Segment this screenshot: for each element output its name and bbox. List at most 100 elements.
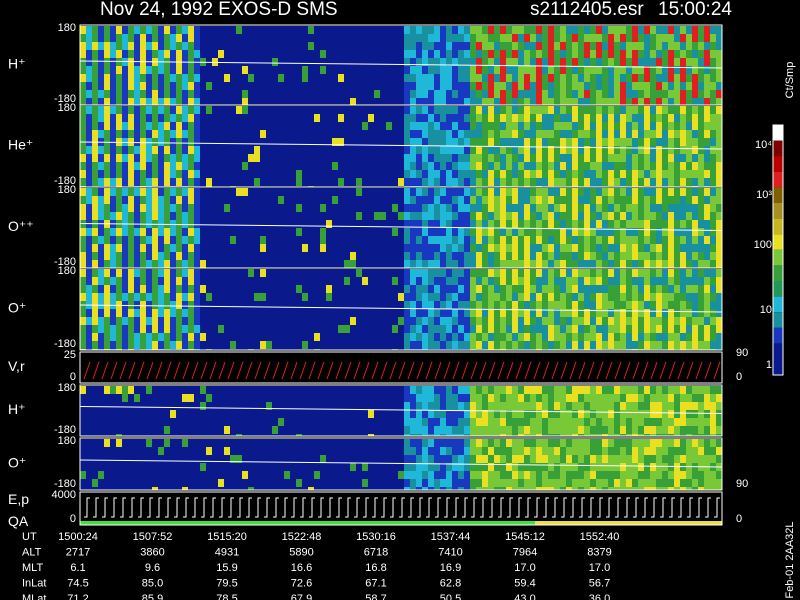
spectrogram-cell (296, 394, 302, 402)
spectrogram-cell (212, 146, 218, 154)
spectrogram-cell (572, 26, 578, 34)
spectrogram-cell (92, 244, 98, 252)
spectrogram-cell (422, 146, 428, 154)
spectrogram-cell (680, 341, 686, 349)
spectrogram-cell (494, 122, 500, 130)
spectrogram-cell (92, 333, 98, 341)
spectrogram-cell (230, 178, 236, 186)
spectrogram-cell (488, 309, 494, 317)
spectrogram-cell (338, 418, 344, 426)
spectrogram-cell (428, 82, 434, 90)
spectrogram-cell (650, 204, 656, 212)
spectrogram-cell (392, 434, 398, 436)
spectrogram-cell (146, 426, 152, 434)
spectrogram-cell (206, 138, 212, 146)
spectrogram-cell (332, 90, 338, 98)
spectrogram-cell (302, 106, 308, 114)
spectrogram-cell (218, 418, 224, 426)
spectrogram-cell (320, 426, 326, 434)
spectrogram-cell (542, 204, 548, 212)
spectrogram-cell (86, 325, 92, 333)
spectrogram-cell (458, 269, 464, 277)
spectrogram-cell (182, 162, 188, 170)
spectrogram-cell (86, 50, 92, 58)
spectrogram-cell (608, 74, 614, 82)
spectrogram-cell (98, 114, 104, 122)
spectrogram-cell (560, 98, 566, 105)
spectrogram-cell (446, 34, 452, 42)
spectrogram-cell (494, 90, 500, 98)
spectrogram-cell (128, 154, 134, 162)
spectrogram-cell (200, 309, 206, 317)
spectrogram-cell (218, 293, 224, 301)
spectrogram-cell (434, 325, 440, 333)
spectrogram-cell (578, 90, 584, 98)
spectrogram-cell (404, 228, 410, 236)
spectrogram-cell (512, 178, 518, 186)
spectrogram-cell (242, 293, 248, 301)
spectrogram-cell (146, 146, 152, 154)
spectrogram-cell (272, 122, 278, 130)
spectrogram-cell (134, 90, 140, 98)
spectrogram-cell (392, 394, 398, 402)
spectrogram-cell (548, 325, 554, 333)
spectrogram-cell (128, 50, 134, 58)
spectrogram-cell (506, 58, 512, 66)
spectrogram-cell (602, 260, 608, 268)
spectrogram-cell (200, 106, 206, 114)
spectrogram-cell (158, 285, 164, 293)
spectrogram-cell (476, 170, 482, 178)
spectrogram-cell (554, 42, 560, 50)
spectrogram-cell (176, 325, 182, 333)
spectrogram-cell (572, 122, 578, 130)
spectrogram-cell (86, 228, 92, 236)
spectrogram-cell (536, 196, 542, 204)
spectrogram-cell (434, 386, 440, 394)
spectrogram-cell (434, 196, 440, 204)
spectrogram-cell (374, 122, 380, 130)
spectrogram-cell (350, 178, 356, 186)
spectrogram-cell (170, 418, 176, 426)
spectrogram-cell (98, 178, 104, 186)
spectrogram-cell (218, 74, 224, 82)
spectrogram-cell (464, 188, 470, 196)
spectrogram-cell (644, 252, 650, 260)
spectrogram-cell (266, 277, 272, 285)
spectrogram-cell (638, 252, 644, 260)
spectrogram-cell (632, 333, 638, 341)
spectrogram-cell (620, 178, 626, 186)
spectrogram-cell (170, 188, 176, 196)
spectrogram-cell (422, 260, 428, 268)
spectrogram-cell (128, 341, 134, 349)
spectrogram-cell (314, 106, 320, 114)
spectrogram-cell (560, 260, 566, 268)
spectrogram-cell (506, 98, 512, 105)
spectrogram-cell (554, 277, 560, 285)
spectrogram-cell (476, 204, 482, 212)
spectrogram-cell (578, 309, 584, 317)
spectrogram-cell (302, 178, 308, 186)
spectrogram-cell (578, 301, 584, 309)
spectrogram-cell (134, 162, 140, 170)
spectrogram-cell (650, 277, 656, 285)
spectrogram-cell (314, 42, 320, 50)
spectrogram-cell (428, 188, 434, 196)
spectrogram-cell (116, 90, 122, 98)
spectrogram-cell (656, 114, 662, 122)
spectrogram-cell (218, 26, 224, 34)
spectrogram-cell (284, 50, 290, 58)
spectrogram-cell (188, 170, 194, 178)
spectrogram-cell (494, 74, 500, 82)
spectrogram-cell (104, 154, 110, 162)
spectrogram-cell (380, 333, 386, 341)
spectrogram-cell (314, 196, 320, 204)
spectrogram-cell (446, 434, 452, 436)
spectrogram-cell (656, 178, 662, 186)
spectrogram-cell (704, 178, 710, 186)
spectrogram-cell (236, 333, 242, 341)
spectrogram-cell (290, 82, 296, 90)
spectrogram-cell (254, 402, 260, 410)
spectrogram-cell (404, 260, 410, 268)
spectrogram-cell (548, 146, 554, 154)
spectrogram-cell (650, 114, 656, 122)
